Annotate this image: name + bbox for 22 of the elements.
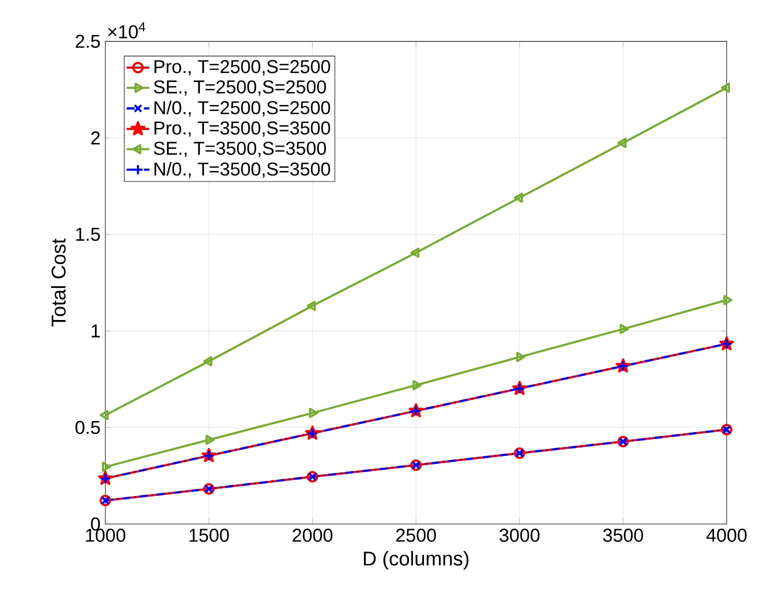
x-tick-label: 1500 — [190, 528, 229, 542]
x-tick-label: 3000 — [500, 528, 540, 542]
y-tick-label: 0.5 — [76, 420, 100, 434]
legend-label: Pro., T=2500,S=2500 — [154, 60, 330, 76]
y-tick-label: 1 — [92, 324, 100, 338]
x-tick-label: 3500 — [603, 528, 644, 542]
y-tick-label: 0 — [91, 517, 100, 531]
x-tick-label: 2000 — [292, 528, 332, 542]
y-tick-label: 1.5 — [76, 228, 100, 241]
legend-label: N/0., T=3500,S=3500 — [154, 162, 330, 178]
x-axis-title: D (columns) — [364, 550, 468, 570]
legend-label: SE., T=3500,S=3500 — [154, 142, 326, 158]
y-tick-label: 2.5 — [76, 34, 100, 48]
legend-label: Pro., T=3500,S=3500 — [154, 121, 330, 137]
x-tick-label: 4000 — [706, 528, 747, 542]
y-axis-title: Total Cost — [51, 238, 66, 327]
x-tick-label: 1000 — [86, 528, 126, 542]
y-tick-label: 2 — [91, 131, 100, 144]
x-tick-label: 2500 — [396, 528, 436, 542]
legend-label: SE., T=2500,S=2500 — [154, 80, 326, 96]
legend-label: N/0., T=2500,S=2500 — [154, 100, 330, 116]
text: ×10$^{4}$ — [108, 22, 146, 38]
